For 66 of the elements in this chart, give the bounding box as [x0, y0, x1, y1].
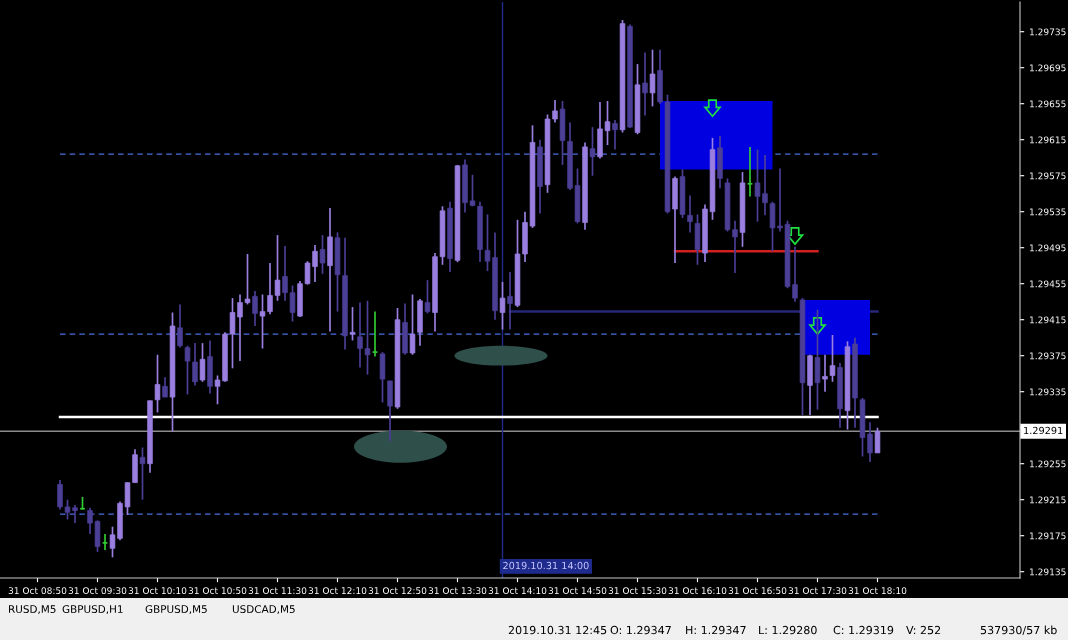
x-tick-label: 31 Oct 09:30 — [68, 587, 127, 595]
candlestick — [499, 281, 506, 331]
text: RUSD,M5 — [9, 605, 56, 615]
candlestick — [101, 533, 109, 551]
text: C: 1.29319 — [833, 625, 894, 635]
y-tick-label: 1.29335 — [1030, 388, 1066, 396]
candlestick — [612, 119, 618, 151]
candlestick — [409, 293, 416, 356]
x-tick-label: 31 Oct 08:50 — [8, 587, 67, 595]
ref-line-label: 1.29291 — [1024, 426, 1063, 435]
y-tick-label: 1.29735 — [1030, 28, 1066, 36]
x-tick-label: 31 Oct 16:10 — [668, 587, 727, 595]
text: USDCAD,M5 — [232, 605, 295, 615]
x-tick-label: 31 Oct 15:30 — [608, 587, 667, 595]
y-tick-label: 1.29495 — [1030, 244, 1066, 252]
y-tick-label: 1.29415 — [1030, 316, 1066, 324]
candlestick — [687, 194, 693, 234]
text: O: 1.29347 — [610, 625, 671, 635]
x-tick-label: 31 Oct 16:50 — [728, 587, 787, 595]
y-tick-label: 1.29655 — [1030, 100, 1066, 108]
x-tick-label: 31 Oct 12:10 — [308, 587, 367, 595]
candlestick — [371, 310, 379, 358]
y-tick-label: 1.29575 — [1030, 172, 1066, 180]
text: 537930/57 kb — [980, 625, 1057, 636]
candlestick — [154, 353, 161, 414]
text: GBPUSD,M5 — [145, 605, 207, 615]
text: V: 252 — [906, 625, 941, 635]
x-tick-label: 31 Oct 14:50 — [548, 587, 607, 595]
y-tick-label: 1.29255 — [1030, 460, 1066, 468]
candlestick — [642, 51, 648, 117]
candlestick — [507, 271, 513, 331]
candlestick — [746, 146, 754, 198]
x-tick-label: 31 Oct 17:30 — [788, 587, 847, 595]
candlestick — [199, 342, 206, 383]
x-tick-label: 31 Oct 10:50 — [188, 587, 247, 595]
candlestick — [139, 446, 146, 501]
x-tick-label: 31 Oct 18:10 — [848, 587, 907, 595]
x-tick-label: 31 Oct 11:30 — [248, 587, 307, 595]
candlestick — [162, 376, 168, 398]
x-tick-label: 31 Oct 12:50 — [368, 587, 427, 595]
y-tick-label: 1.29615 — [1030, 136, 1066, 144]
candlestick — [829, 334, 836, 383]
text: H: 1.29347 — [686, 625, 746, 635]
text: GBPUSD,H1 — [62, 605, 123, 615]
text: 2019.10.31 12:45 — [508, 625, 607, 635]
y-tick-label: 1.29535 — [1030, 208, 1066, 216]
x-tick-label: 31 Oct 14:10 — [488, 587, 547, 595]
candlestick — [424, 279, 431, 315]
x-tick-label: 31 Oct 10:10 — [128, 587, 187, 595]
candlestick — [252, 290, 258, 327]
candlestick — [319, 234, 326, 275]
candlestick — [177, 303, 183, 349]
candlestick — [874, 426, 881, 454]
x-tick-label: 31 Oct 13:30 — [428, 587, 487, 595]
candlestick — [349, 306, 356, 342]
y-tick-label: 1.29375 — [1030, 352, 1066, 360]
y-tick-label: 1.29455 — [1030, 280, 1066, 288]
text: L: 1.29280 — [759, 625, 817, 635]
y-tick-label: 1.29215 — [1030, 496, 1066, 504]
ref-line-label: 2019.10.31 14:00 — [503, 561, 589, 570]
candlestick — [822, 353, 828, 393]
y-tick-label: 1.29135 — [1030, 568, 1066, 576]
y-tick-label: 1.29175 — [1030, 532, 1066, 540]
y-tick-label: 1.29695 — [1030, 64, 1066, 72]
candlestick — [649, 48, 656, 108]
candlestick — [589, 126, 596, 177]
